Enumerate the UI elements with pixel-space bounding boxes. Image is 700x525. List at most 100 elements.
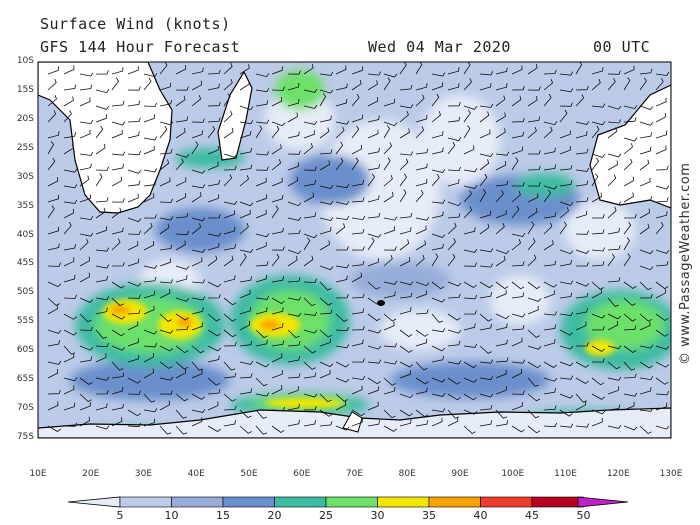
wind-barb [479, 71, 494, 76]
wind-barb [303, 192, 315, 203]
wind-barb [511, 325, 525, 331]
wind-barb [575, 393, 588, 403]
colorbar-segment [325, 496, 378, 508]
wind-barb [143, 329, 158, 335]
wind-barb [351, 418, 363, 427]
wind-barb [351, 246, 365, 251]
wind-barb [143, 73, 158, 78]
wind-barb [127, 100, 141, 107]
wind-barb [415, 338, 428, 347]
wind-barb [63, 353, 75, 363]
wind-barb [399, 239, 410, 251]
wind-barb [79, 256, 91, 267]
land [38, 62, 671, 438]
wind-barb [623, 253, 631, 267]
wind-barb [79, 72, 94, 77]
wind-barb [47, 360, 62, 365]
wind-barb [415, 114, 428, 123]
wind-barb [463, 109, 471, 123]
wind-barb [639, 281, 652, 291]
map-title: Surface Wind (knots) [40, 15, 231, 33]
wind-barb [543, 422, 558, 428]
wind-barb [336, 246, 349, 251]
wind-barb [543, 388, 556, 395]
wind-barb [463, 105, 478, 110]
wind-barb [543, 311, 558, 316]
wind-barb [591, 288, 603, 299]
wind-barb [559, 201, 574, 206]
wind-barb [223, 341, 237, 347]
wind-barb [159, 390, 173, 395]
wind-barb [415, 163, 428, 171]
wind-barb [415, 387, 428, 395]
wind-barb [255, 392, 270, 397]
lon-label: 10E [29, 469, 47, 479]
wind-barb [399, 128, 410, 139]
wind-barb [575, 148, 589, 155]
wind-barb [239, 105, 254, 111]
wind-barb [63, 84, 77, 91]
wind-barb [607, 119, 622, 124]
wind-barb [607, 320, 619, 331]
wind-barb [319, 297, 333, 306]
lat-label: 75S [16, 432, 34, 442]
wind-barb [207, 255, 218, 267]
wind-barb [543, 324, 557, 331]
wind-barb [655, 197, 669, 203]
wind-barb [575, 167, 590, 172]
wind-barb [271, 177, 283, 187]
wind-barb [271, 86, 285, 91]
wind-barb [303, 104, 318, 109]
lon-label: 70E [345, 469, 364, 479]
wind-barb [191, 296, 206, 301]
wind-barb [271, 194, 284, 203]
wind-barb [367, 345, 382, 350]
wind-barb [47, 262, 61, 267]
wind-barb [495, 339, 508, 347]
wind-barb [639, 313, 653, 322]
wind-barb [127, 131, 140, 139]
wind-barb [319, 115, 332, 123]
wind-barb [527, 237, 536, 251]
wind-barb [335, 83, 348, 91]
wind-barb [287, 216, 302, 221]
wind-barb [399, 329, 413, 338]
wind-barb [527, 254, 537, 267]
wind-barb [287, 256, 298, 267]
wind-barb [431, 199, 446, 204]
wind-barb [175, 158, 184, 171]
lat-label: 60S [16, 345, 34, 356]
wind-barb [175, 313, 189, 321]
wind-barb [511, 131, 524, 139]
wind-barb [143, 305, 155, 315]
wind-barb [127, 409, 141, 417]
wind-barb [351, 293, 365, 299]
wind-barb [175, 345, 189, 354]
wind-barb [255, 274, 268, 283]
wind-barb [143, 214, 157, 219]
wind-barb [495, 357, 509, 363]
wind-barb [47, 194, 60, 203]
wind-barb [287, 373, 301, 379]
wind-barb [271, 297, 285, 304]
wind-barb [415, 361, 428, 371]
wind-barb [591, 103, 606, 108]
wind-barb [383, 125, 391, 139]
wind-barb [431, 417, 443, 427]
wind-barb [95, 89, 110, 94]
wind-barb [255, 339, 268, 347]
wind-barb [367, 359, 382, 364]
wind-barb [639, 344, 654, 349]
wind-barb [527, 207, 538, 219]
wind-barb [47, 157, 56, 171]
wind-barb [351, 114, 364, 123]
wind-barb [207, 281, 222, 288]
wind-barb [319, 160, 330, 171]
wind-barb [623, 281, 637, 289]
wind-barb [175, 153, 190, 158]
wind-barb [207, 179, 220, 187]
wind-barb [367, 129, 379, 139]
wind-barb [255, 100, 269, 107]
wind-barb [543, 212, 557, 219]
lon-label: 60E [293, 469, 311, 479]
